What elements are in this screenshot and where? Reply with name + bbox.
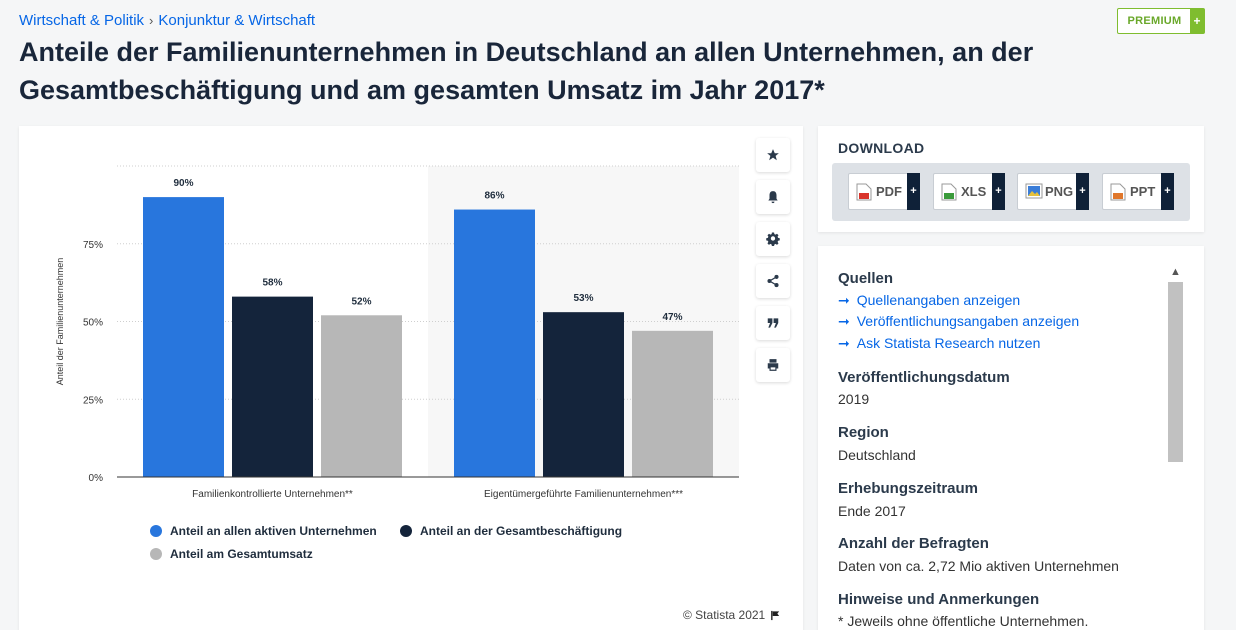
info-card: Quellen ➞ Quellenangaben anzeigen ➞ Veröff… xyxy=(818,246,1204,630)
legend-item-beschaeftigung[interactable]: Anteil an der Gesamtbeschäftigung xyxy=(400,524,622,538)
chart-card: 0% 25% 50% 75% Anteil der Familienunternehme… xyxy=(19,126,803,630)
share-button[interactable] xyxy=(756,264,790,298)
sources-title: Quellen xyxy=(838,270,894,287)
legend-label: Anteil an allen aktiven Unternehmen xyxy=(170,524,377,538)
data-label: 58% xyxy=(262,278,282,289)
pdf-file-icon xyxy=(856,183,872,201)
breadcrumb-link-wirtschaft-politik[interactable]: Wirtschaft & Politik xyxy=(19,12,145,29)
share-icon xyxy=(767,274,779,288)
legend-item-unternehmen[interactable]: Anteil an allen aktiven Unternehmen xyxy=(150,524,377,538)
plus-icon: + xyxy=(992,173,1005,210)
link-quellenangaben[interactable]: ➞ Quellenangaben anzeigen xyxy=(838,292,1020,309)
breadcrumb-link-konjunktur[interactable]: Konjunktur & Wirtschaft xyxy=(158,12,316,29)
legend-label: Anteil an der Gesamtbeschäftigung xyxy=(420,524,623,538)
region-value: Deutschland xyxy=(838,447,916,463)
png-file-icon xyxy=(1025,183,1043,199)
notification-button[interactable] xyxy=(756,180,790,214)
data-label: 53% xyxy=(573,293,593,304)
release-date-value: 2019 xyxy=(838,391,870,407)
download-ppt-label: PPT xyxy=(1130,184,1156,199)
y-tick-label: 25% xyxy=(83,395,103,406)
data-label: 90% xyxy=(173,178,193,189)
print-button[interactable] xyxy=(756,348,790,382)
arrow-right-icon: ➞ xyxy=(838,335,850,351)
download-xls-button[interactable]: XLS + xyxy=(933,173,1005,210)
bell-icon xyxy=(768,191,778,204)
link-veroeffentlichungsangaben[interactable]: ➞ Veröffentlichungsangaben anzeigen xyxy=(838,313,1079,330)
link-label: Veröffentlichungsangaben anzeigen xyxy=(856,313,1080,329)
bar xyxy=(232,296,313,477)
chart-toolbar xyxy=(756,138,790,390)
respondents-title: Anzahl der Befragten xyxy=(838,535,989,552)
release-date-title: Veröffentlichungsdatum xyxy=(838,369,1010,386)
ppt-file-icon xyxy=(1110,183,1126,201)
flag-icon xyxy=(770,610,781,624)
x-tick-label: Eigentümergeführte Familienunternehmen**… xyxy=(484,489,683,500)
link-ask-statista[interactable]: ➞ Ask Statista Research nutzen xyxy=(838,335,1040,352)
cite-button[interactable] xyxy=(756,306,790,340)
premium-label: PREMIUM xyxy=(1127,15,1182,27)
settings-button[interactable] xyxy=(756,222,790,256)
scrollbar[interactable]: ▲ xyxy=(1167,264,1184,630)
legend-item-umsatz[interactable]: Anteil am Gesamtumsatz xyxy=(150,547,313,561)
arrow-right-icon: ➞ xyxy=(838,313,850,329)
arrow-right-icon: ➞ xyxy=(838,292,850,308)
breadcrumb-separator: › xyxy=(149,13,154,28)
download-buttons: PDF + XLS + PNG + PPT + xyxy=(832,163,1190,221)
survey-period-value: Ende 2017 xyxy=(838,503,906,519)
x-tick-label: Familienkontrollierte Unternehmen** xyxy=(192,489,353,500)
y-tick-label: 0% xyxy=(89,473,104,484)
data-label: 47% xyxy=(662,312,682,323)
bar xyxy=(543,312,624,477)
favorite-button[interactable] xyxy=(756,138,790,172)
page-title: Anteile der Familienunternehmen in Deuts… xyxy=(19,37,1034,105)
scroll-up-icon[interactable]: ▲ xyxy=(1170,266,1181,278)
download-png-button[interactable]: PNG + xyxy=(1017,173,1089,210)
print-icon xyxy=(767,359,779,371)
notes-title: Hinweise und Anmerkungen xyxy=(838,591,1040,608)
gear-icon xyxy=(766,232,780,246)
premium-badge[interactable]: PREMIUM + xyxy=(1117,8,1205,34)
breadcrumb: Wirtschaft & Politik › Konjunktur & Wirtsc… xyxy=(19,12,315,29)
download-ppt-button[interactable]: PPT + xyxy=(1102,173,1174,210)
survey-period-title: Erhebungszeitraum xyxy=(838,480,979,497)
bar-chart: 0% 25% 50% 75% Anteil der Familienunternehme… xyxy=(55,165,739,500)
y-axis-label: Anteil der Familienunternehmen xyxy=(55,258,65,386)
legend-marker xyxy=(150,548,162,560)
scrollbar-thumb[interactable] xyxy=(1168,282,1183,462)
download-card: DOWNLOAD PDF + XLS + PNG + PPT + xyxy=(818,126,1204,232)
link-label: Quellenangaben anzeigen xyxy=(856,292,1021,308)
star-icon xyxy=(767,149,779,161)
region-title: Region xyxy=(838,424,889,441)
bar xyxy=(632,330,713,477)
copyright-text: © Statista 2021 xyxy=(683,608,766,622)
bar xyxy=(454,209,535,477)
plus-icon: + xyxy=(907,173,920,210)
data-label: 52% xyxy=(351,296,371,307)
bar xyxy=(143,197,224,477)
legend-marker xyxy=(400,525,412,537)
copyright[interactable]: © Statista 2021 xyxy=(683,608,781,624)
respondents-value: Daten von ca. 2,72 Mio aktiven Unternehm… xyxy=(838,558,1119,574)
download-title: DOWNLOAD xyxy=(838,140,925,156)
quote-icon xyxy=(767,318,779,328)
y-tick-label: 75% xyxy=(83,240,103,251)
xls-file-icon xyxy=(941,183,957,201)
plus-icon: + xyxy=(1076,173,1089,210)
bar xyxy=(321,315,402,477)
data-label: 86% xyxy=(484,191,504,202)
plus-icon: + xyxy=(1161,173,1174,210)
download-xls-label: XLS xyxy=(961,184,987,199)
y-tick-label: 50% xyxy=(83,318,103,329)
legend-marker xyxy=(150,525,162,537)
premium-plus-icon: + xyxy=(1190,9,1204,33)
notes-value: * Jeweils ohne öffentliche Unternehmen. xyxy=(838,613,1089,629)
legend-label: Anteil am Gesamtumsatz xyxy=(170,547,313,561)
link-label: Ask Statista Research nutzen xyxy=(856,335,1041,351)
download-pdf-label: PDF xyxy=(876,184,902,199)
download-pdf-button[interactable]: PDF + xyxy=(848,173,920,210)
download-png-label: PNG xyxy=(1045,184,1074,199)
